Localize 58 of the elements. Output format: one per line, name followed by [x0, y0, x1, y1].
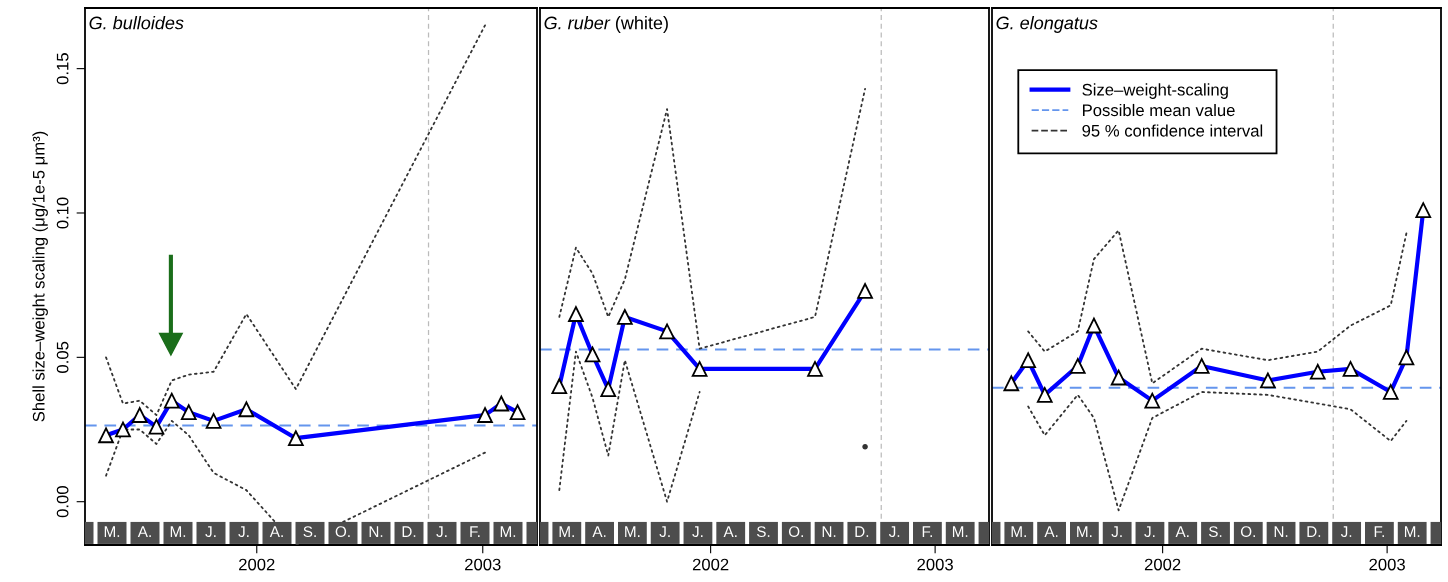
annotation: A.	[269, 526, 283, 537]
annotation: O.	[788, 526, 803, 538]
annotation: S.	[756, 526, 770, 538]
annotation: D.	[402, 526, 416, 537]
y-tick-label: 0.05	[56, 341, 69, 373]
y-tick-label: 0.15	[56, 53, 69, 85]
x-tick-label: 2002	[239, 558, 275, 571]
annotation: S.	[303, 526, 316, 538]
legend-label: Possible mean value	[1082, 103, 1235, 117]
annotation: M.	[1077, 526, 1092, 537]
annotation: J.	[659, 526, 670, 538]
annotation: J.	[205, 526, 216, 538]
annotation: M.	[500, 526, 516, 537]
annotation: A.	[723, 526, 737, 537]
annotation: A.	[1044, 526, 1058, 537]
annotation: J.	[692, 526, 703, 538]
annotation: S.	[1208, 526, 1222, 538]
annotation: J.	[238, 526, 249, 538]
chart-title: G. ruber (white)	[544, 16, 668, 33]
x-tick-label: 2002	[692, 558, 729, 571]
point	[862, 444, 868, 450]
annotation: N.	[822, 526, 836, 537]
line-series	[105, 419, 486, 545]
annotation: J.	[888, 526, 900, 538]
x-tick-label: 2003	[917, 558, 953, 571]
y-tick-label: 0.00	[56, 486, 69, 518]
annotation: M.	[559, 526, 574, 537]
annotation: J.	[1144, 526, 1155, 538]
legend-label: Size–weight-scaling	[1082, 83, 1228, 99]
annotation: N.	[369, 526, 383, 537]
annotation: M.	[625, 526, 640, 537]
y-axis-title: Shell size–weight scaling (μg/1e-5 μm³)	[32, 131, 48, 422]
annotation: O.	[1240, 526, 1255, 538]
annotation: M.	[170, 526, 186, 537]
annotation: J.	[436, 526, 447, 538]
chart-title: G. bulloides	[89, 16, 184, 30]
annotation: F.	[922, 526, 932, 537]
annotation: A.	[137, 526, 151, 537]
annotation: A.	[592, 526, 606, 537]
annotation: D.	[1307, 526, 1321, 537]
x-tick-label: 2003	[1369, 558, 1405, 571]
x-tick-label: 2002	[1144, 558, 1181, 571]
annotation: J.	[1340, 526, 1352, 538]
annotation: J.	[1111, 526, 1122, 538]
y-tick-label: 0.10	[56, 197, 69, 229]
annotation: M.	[1404, 526, 1420, 537]
legend-label: 95 % confidence interval	[1082, 124, 1263, 137]
annotation: A.	[1175, 526, 1189, 537]
annotation: N.	[1274, 526, 1288, 537]
x-tick-label: 2003	[465, 558, 501, 571]
annotation: F.	[470, 526, 480, 537]
annotation: D.	[855, 526, 869, 537]
annotation: M.	[104, 526, 120, 537]
chart-title: G. elongatus	[996, 16, 1098, 33]
annotation: M.	[1011, 526, 1026, 537]
annotation: M.	[952, 526, 968, 537]
annotation: O.	[335, 526, 350, 538]
annotation: F.	[1374, 526, 1384, 537]
